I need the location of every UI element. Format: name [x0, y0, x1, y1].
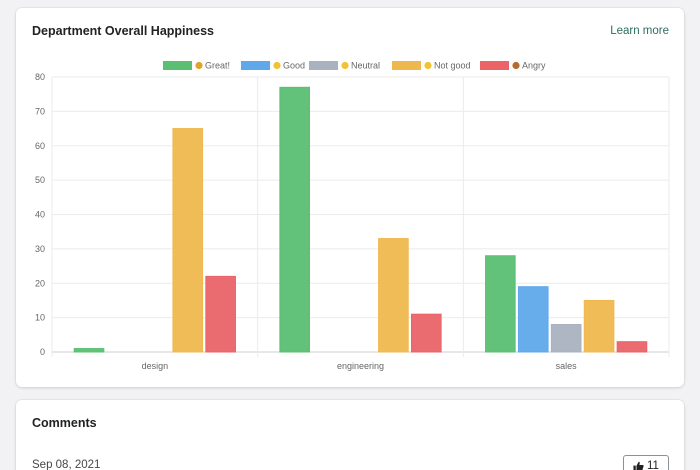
legend-label: Not good [434, 61, 471, 71]
y-tick-label: 60 [35, 141, 45, 151]
y-tick-label: 20 [35, 278, 45, 288]
thumbs-up-icon [633, 461, 644, 470]
x-tick-label: design [142, 361, 169, 371]
bar [616, 341, 648, 353]
bar [205, 275, 236, 353]
good-face-icon [273, 61, 281, 70]
chart-card-title: Department Overall Happiness [32, 24, 215, 38]
neutral-face-icon [341, 61, 349, 70]
great-face-icon [195, 61, 203, 70]
y-tick-label: 70 [35, 106, 45, 116]
bar [73, 348, 105, 353]
y-tick-label: 40 [35, 210, 45, 220]
legend-label: Good [283, 61, 305, 71]
legend-swatch [392, 61, 421, 70]
like-count: 11 [647, 460, 659, 470]
bar [485, 255, 516, 353]
legend-swatch [241, 61, 270, 70]
not-good-face-icon [424, 61, 432, 70]
legend-label: Great! [205, 61, 230, 71]
comment-date: Sep 08, 2021 [32, 459, 101, 470]
happiness-chart-card: Department Overall Happiness Learn more … [16, 8, 684, 387]
comments-card-title: Comments [32, 416, 97, 430]
bar [378, 238, 409, 353]
x-tick-label: sales [556, 361, 578, 371]
bar [583, 299, 615, 353]
y-tick-label: 80 [35, 72, 45, 82]
y-tick-label: 50 [35, 175, 45, 185]
bar [550, 324, 582, 353]
legend-label: Angry [522, 61, 546, 71]
y-tick-label: 30 [35, 244, 45, 254]
legend-swatch [309, 61, 338, 70]
bar [411, 313, 442, 353]
legend-swatch [480, 61, 509, 70]
bar [279, 86, 310, 353]
bar [517, 286, 549, 353]
legend-swatch [163, 61, 192, 70]
y-tick-label: 10 [35, 313, 45, 323]
legend-label: Neutral [351, 61, 380, 71]
like-button[interactable]: 11 [623, 455, 669, 470]
x-tick-label: engineering [337, 361, 384, 371]
learn-more-link[interactable]: Learn more [610, 25, 669, 37]
happiness-bar-chart: 0 10 20 30 40 50 60 70 80 design engineering sales G… [35, 61, 670, 371]
comments-card: Comments Sep 08, 2021 11 [16, 400, 684, 470]
angry-face-icon [512, 61, 520, 70]
y-tick-label: 0 [40, 347, 45, 357]
bar [172, 128, 204, 353]
